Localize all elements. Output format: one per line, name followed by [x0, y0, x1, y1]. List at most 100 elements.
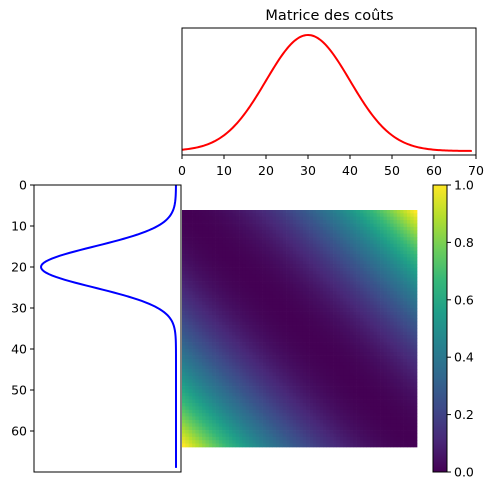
heatmap-cell [363, 267, 367, 272]
heatmap-cell [336, 352, 341, 356]
heatmap-cell [235, 382, 240, 387]
heatmap-cell [208, 216, 213, 221]
heatmap-cell [316, 375, 320, 380]
heatmap-cell [376, 382, 381, 387]
heatmap-cell [316, 240, 320, 245]
heatmap-cell [286, 386, 290, 390]
heatmap-cell [386, 430, 391, 434]
heatmap-cell [188, 301, 193, 306]
heatmap-cell [185, 240, 190, 245]
heatmap-cell [386, 402, 391, 407]
heatmap-cell [265, 423, 270, 428]
heatmap-cell [195, 257, 200, 262]
heatmap-cell [229, 304, 233, 309]
heatmap-cell [222, 247, 226, 251]
heatmap-cell [235, 399, 240, 404]
heatmap-cell [386, 331, 391, 336]
heatmap-cell [336, 345, 341, 350]
heatmap-cell [363, 260, 367, 265]
heatmap-cell [359, 291, 364, 295]
heatmap-cell [229, 382, 233, 387]
heatmap-cell [286, 240, 290, 245]
heatmap-cell [208, 426, 213, 431]
heatmap-cell [403, 335, 408, 340]
heatmap-cell [245, 291, 250, 295]
heatmap-cell [182, 226, 186, 231]
heatmap-cell [198, 260, 203, 265]
heatmap-cell [252, 440, 257, 444]
heatmap-cell [323, 216, 327, 221]
heatmap-cell [212, 287, 216, 292]
heatmap-cell [403, 243, 408, 248]
heatmap-cell [269, 287, 273, 292]
heatmap-cell [393, 308, 398, 312]
heatmap-cell [312, 281, 317, 285]
heatmap-cell [366, 331, 371, 336]
heatmap-cell [215, 291, 220, 295]
heatmap-cell [259, 301, 263, 306]
heatmap-cell [292, 423, 297, 428]
heatmap-cell [366, 298, 371, 302]
heatmap-cell [296, 440, 300, 444]
heatmap-cell [406, 254, 411, 258]
heatmap-cell [289, 298, 294, 302]
heatmap-cell [403, 260, 408, 265]
heatmap-cell [403, 230, 408, 235]
heatmap-cell [319, 308, 324, 312]
heatmap-cell [413, 348, 418, 353]
heatmap-cell [265, 389, 270, 394]
heatmap-cell [262, 375, 267, 380]
heatmap-cell [208, 210, 213, 214]
heatmap-cell [413, 379, 418, 384]
heatmap-cell [292, 426, 297, 431]
heatmap-cell [309, 247, 314, 251]
heatmap-cell [356, 358, 361, 363]
heatmap-cell [242, 399, 247, 404]
heatmap-cell [265, 419, 270, 424]
heatmap-cell [403, 386, 408, 390]
heatmap-cell [390, 237, 394, 241]
heatmap-cell [359, 436, 364, 441]
heatmap-cell [343, 233, 347, 238]
heatmap-cell [336, 240, 341, 245]
heatmap-cell [192, 216, 196, 221]
heatmap-cell [316, 213, 320, 218]
heatmap-cell [279, 267, 284, 272]
heatmap-cell [356, 260, 361, 265]
heatmap-cell [390, 352, 394, 356]
heatmap-cell [383, 311, 388, 316]
heatmap-cell [242, 443, 247, 448]
heatmap-cell [386, 220, 391, 224]
heatmap-cell [366, 338, 371, 343]
heatmap-cell [185, 284, 190, 289]
heatmap-cell [396, 379, 401, 384]
heatmap-cell [410, 430, 414, 434]
heatmap-cell [252, 369, 257, 373]
heatmap-cell [302, 419, 307, 424]
heatmap-cell [225, 250, 230, 255]
heatmap-cell [259, 416, 263, 421]
heatmap-cell [276, 243, 280, 248]
heatmap-cell [390, 314, 394, 319]
heatmap-cell [299, 304, 304, 309]
heatmap-cell [393, 331, 398, 336]
heatmap-cell [245, 287, 250, 292]
heatmap-cell [386, 382, 391, 387]
heatmap-cell [239, 308, 243, 312]
heatmap-cell [262, 372, 267, 377]
heatmap-cell [316, 382, 320, 387]
heatmap-cell [202, 362, 206, 367]
heatmap-cell [376, 301, 381, 306]
heatmap-cell [276, 284, 280, 289]
heatmap-cell [406, 331, 411, 336]
heatmap-cell [205, 426, 210, 431]
heatmap-cell [366, 335, 371, 340]
heatmap-cell [302, 409, 307, 414]
heatmap-cell [262, 237, 267, 241]
heatmap-cell [346, 287, 351, 292]
heatmap-cell [396, 260, 401, 265]
heatmap-cell [380, 284, 384, 289]
heatmap-cell [182, 352, 186, 356]
heatmap-cell [373, 325, 378, 329]
heatmap-cell [286, 284, 290, 289]
